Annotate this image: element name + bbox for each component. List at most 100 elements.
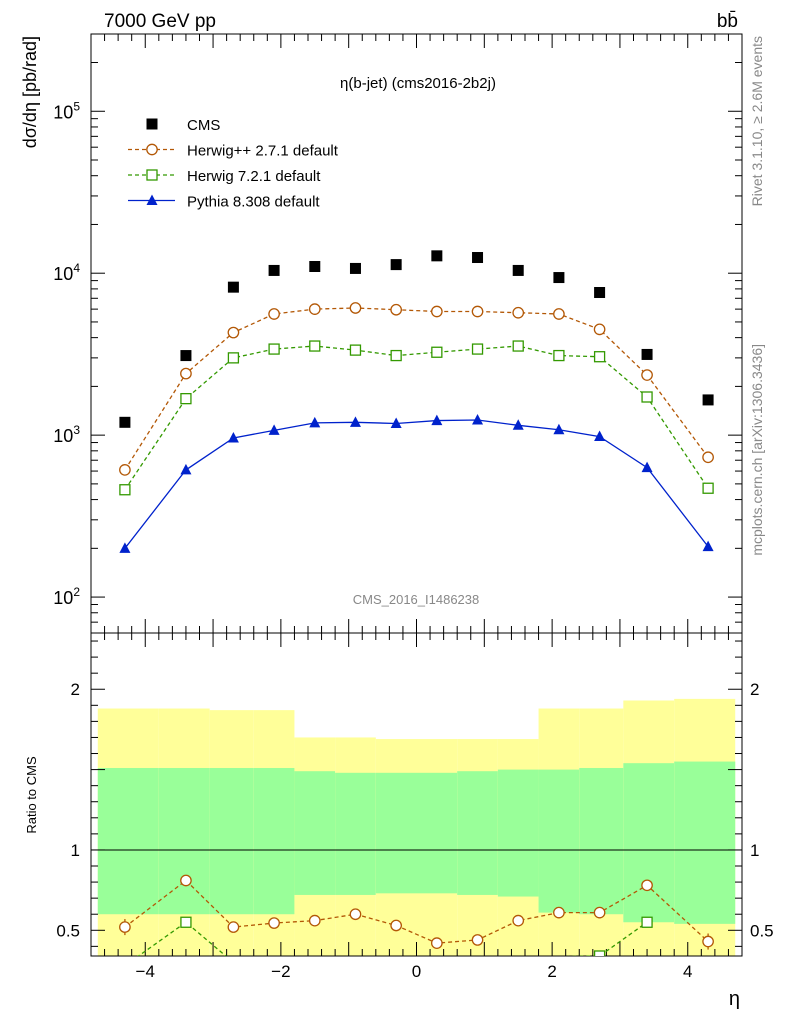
- ratio-y-tick-label-right: 2: [750, 680, 759, 699]
- data-point: [702, 451, 714, 464]
- ratio-data-point: [471, 934, 484, 946]
- ratio-data-point: [593, 950, 606, 956]
- legend-label: CMS: [187, 117, 220, 134]
- ratio-data-point: [228, 957, 238, 967]
- data-point: [553, 272, 565, 284]
- data-point: [268, 264, 280, 276]
- data-point: [268, 343, 280, 355]
- data-point: [390, 259, 402, 271]
- data-point: [593, 351, 606, 363]
- data-point: [472, 414, 484, 425]
- legend-marker: [146, 194, 158, 205]
- ratio-band-inner: [416, 772, 458, 894]
- data-point: [227, 326, 240, 339]
- data-point: [472, 252, 484, 264]
- ratio-data-point: [268, 917, 280, 929]
- data-point: [471, 343, 484, 355]
- ratio-y-tick-label-right: 0.5: [750, 921, 774, 940]
- data-point: [349, 344, 362, 356]
- data-point: [430, 305, 443, 318]
- process-label: bb̄: [717, 11, 738, 32]
- legend-label: Herwig 7.2.1 default: [187, 168, 321, 185]
- ratio-band-inner: [294, 771, 336, 895]
- ratio-band-inner: [497, 769, 539, 897]
- data-point: [390, 303, 403, 316]
- ratio-data-point: [227, 921, 240, 933]
- ratio-data-point: [119, 921, 131, 933]
- chart-title: η(b-jet) (cms2016-2b2j): [340, 75, 496, 92]
- data-point: [390, 349, 402, 362]
- data-point: [180, 350, 192, 362]
- series-pythia-8-308-default: [119, 414, 714, 553]
- ratio-series-group: [119, 874, 714, 967]
- series-line: [124, 345, 709, 491]
- data-point: [309, 416, 321, 428]
- data-point: [308, 303, 321, 315]
- ratio-data-point: [512, 914, 525, 927]
- ratio-series-herwig-2-7-1-default: [119, 874, 714, 950]
- legend-item-pythia-8-308-default: Pythia 8.308 default: [128, 194, 320, 211]
- ratio-band-inner: [538, 769, 580, 913]
- ratio-uncertainty-bands: [97, 698, 736, 956]
- data-point: [268, 424, 280, 435]
- ratio-band-inner: [253, 767, 295, 915]
- ratio-band-inner: [623, 763, 675, 923]
- data-point: [180, 393, 192, 405]
- legend: CMS Herwig++ 2.7.1 default Herwig 7.2.1 de…: [128, 117, 339, 211]
- data-point: [309, 260, 321, 272]
- tick-labels: −4 −2 0 2 4 102 103 104 105 0.5 0.5 1 1 2 2: [53, 99, 773, 981]
- data-point: [641, 369, 653, 381]
- legend-item-herwig-2-7-1-default: Herwig++ 2.7.1 default: [128, 143, 339, 160]
- series-line: [124, 419, 709, 549]
- ratio-data-point: [349, 908, 362, 921]
- y-tick-label: 102: [53, 585, 80, 608]
- y-tick-label: 104: [53, 261, 80, 284]
- data-point: [349, 416, 361, 427]
- ratio-band-inner: [674, 761, 736, 924]
- x-tick-label: −2: [271, 962, 290, 981]
- data-point: [119, 542, 131, 553]
- x-axis-label: η: [729, 988, 740, 1010]
- legend-item-herwig-7-2-1-default: Herwig 7.2.1 default: [128, 168, 321, 185]
- series-herwig-2-7-1-default: [119, 302, 714, 476]
- data-point: [594, 287, 606, 299]
- legend-marker: [146, 169, 158, 181]
- ratio-band-inner: [579, 767, 624, 915]
- ratio-data-point: [390, 919, 403, 932]
- x-tick-label: 4: [683, 962, 692, 981]
- ratio-band-inner: [209, 767, 254, 915]
- data-point: [431, 250, 443, 262]
- y-tick-label: 105: [53, 99, 80, 122]
- series-line: [124, 307, 709, 471]
- legend-label: Herwig++ 2.7.1 default: [187, 143, 339, 160]
- ratio-series-herwig-7-2-1-default: [137, 916, 653, 967]
- data-point: [702, 540, 714, 552]
- legend-marker: [146, 143, 158, 156]
- data-point: [390, 417, 402, 428]
- ratio-band-inner: [97, 767, 159, 915]
- ratio-band-inner: [158, 767, 210, 915]
- ratio-y-tick-label: 0.5: [56, 921, 80, 940]
- data-point: [553, 349, 565, 362]
- legend-marker: [146, 118, 158, 130]
- data-point: [512, 419, 524, 430]
- data-point: [309, 340, 321, 352]
- data-point: [512, 340, 524, 352]
- axis-ticks: [90, 33, 743, 956]
- ratio-y-tick-label: 1: [71, 841, 80, 860]
- data-point: [702, 482, 714, 494]
- data-point: [471, 305, 484, 318]
- ratio-y-axis-label: Ratio to CMS: [24, 756, 39, 834]
- data-point: [431, 346, 443, 358]
- ratio-band-inner: [457, 771, 498, 895]
- data-point: [641, 461, 653, 473]
- data-point: [431, 414, 443, 426]
- data-point: [119, 464, 131, 476]
- data-point: [641, 391, 653, 403]
- data-point: [227, 432, 239, 443]
- series-cms: [119, 250, 714, 428]
- ratio-data-point: [553, 906, 565, 919]
- ratio-series-line: [124, 879, 709, 944]
- data-point: [268, 308, 280, 320]
